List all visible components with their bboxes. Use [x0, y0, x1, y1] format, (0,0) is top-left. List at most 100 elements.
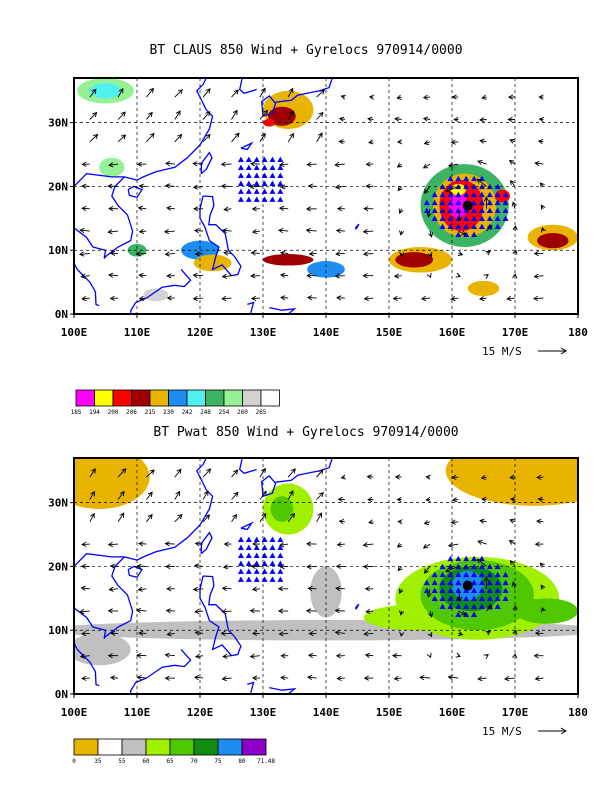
- gyre-marker: [269, 568, 276, 574]
- gyre-marker: [486, 587, 493, 594]
- colorbar-label: 265: [256, 409, 267, 416]
- gyre-marker: [423, 587, 430, 594]
- gyre-marker: [471, 191, 478, 198]
- gyre-marker: [463, 587, 470, 594]
- wind-vector: [110, 250, 119, 256]
- wind-vector: [306, 295, 317, 301]
- wind-vector: [306, 541, 317, 547]
- wind-vector: [509, 518, 516, 524]
- y-tick-label: 30N: [48, 497, 68, 510]
- gyre-marker: [447, 191, 454, 198]
- coastline-13: [247, 301, 255, 314]
- convective-peak: [263, 118, 276, 127]
- gyre-marker: [277, 180, 284, 186]
- wind-vector: [308, 251, 317, 257]
- vector-scale-arrow: [538, 347, 567, 355]
- wind-vector: [108, 586, 119, 592]
- wind-vector: [534, 630, 544, 636]
- gyre-marker: [486, 199, 493, 206]
- gyre-marker: [447, 579, 454, 586]
- coastline-12: [269, 686, 297, 694]
- dry-region-west: [74, 458, 150, 510]
- wind-vector: [485, 250, 492, 256]
- wind-vector: [479, 117, 487, 123]
- x-tick-label: 150E: [376, 326, 403, 339]
- wind-vector: [316, 512, 323, 523]
- colorbar-label: 185: [71, 409, 82, 416]
- colorbar-swatch: [112, 389, 132, 407]
- gyre-marker: [245, 172, 252, 178]
- wind-vector: [107, 229, 119, 235]
- gyre-marker: [455, 579, 462, 586]
- wind-vector: [533, 273, 544, 279]
- wind-vector: [231, 89, 239, 98]
- gyre-marker: [494, 207, 501, 214]
- gyre-marker: [277, 568, 284, 574]
- wind-vector: [483, 654, 489, 660]
- wind-vector: [305, 608, 317, 614]
- colorbar-swatch: [73, 738, 99, 756]
- chart-title: BT CLAUS 850 Wind + Gyrelocs 970914/0000: [149, 43, 462, 58]
- gyre-marker: [439, 223, 446, 229]
- gyre-marker: [269, 172, 276, 178]
- wind-vector: [193, 674, 204, 681]
- wind-vector: [117, 490, 125, 500]
- wind-vector: [477, 539, 487, 545]
- colorbar-label: 75: [214, 758, 222, 765]
- wind-vector: [366, 474, 374, 480]
- wind-vector: [166, 586, 175, 592]
- gyre-marker: [269, 188, 276, 194]
- gyre-marker: [486, 571, 493, 578]
- wind-vector: [221, 585, 232, 592]
- wind-vector: [457, 631, 464, 637]
- gyre-marker: [431, 215, 438, 222]
- wind-vector: [485, 630, 492, 636]
- wind-vector: [423, 186, 431, 194]
- dry-region-east: [445, 458, 578, 506]
- wind-vector: [220, 161, 232, 167]
- wind-vector: [231, 513, 238, 523]
- x-tick-label: 100E: [61, 326, 88, 339]
- wind-vector: [165, 608, 175, 614]
- cyclone-band: [494, 189, 510, 203]
- gyre-marker: [439, 207, 446, 214]
- y-tick-label: 10N: [48, 244, 68, 257]
- wind-vector: [334, 184, 345, 190]
- gyre-marker: [431, 199, 438, 206]
- wind-vector: [397, 185, 403, 192]
- wind-vector: [287, 87, 294, 98]
- colorbar-label: 206: [126, 409, 137, 416]
- gyre-marker: [253, 552, 260, 558]
- gyre-marker: [502, 207, 509, 214]
- x-tick-label: 180: [568, 706, 588, 719]
- gyre-marker: [494, 571, 501, 578]
- gyre-marker: [471, 563, 478, 570]
- gyre-marker: [478, 571, 485, 578]
- gyre-marker: [245, 164, 252, 170]
- gyre-marker: [253, 536, 260, 543]
- gyre-marker: [486, 191, 493, 198]
- gyre-marker: [486, 215, 493, 222]
- gyre-marker: [471, 611, 478, 617]
- wind-vector: [533, 250, 544, 257]
- wind-vector: [307, 674, 317, 681]
- wind-vector: [506, 295, 516, 302]
- wind-vector: [221, 676, 232, 682]
- coastline-10: [238, 458, 257, 475]
- gyre-marker: [478, 199, 485, 206]
- wind-vector: [164, 541, 175, 547]
- gyre-marker: [245, 544, 252, 550]
- wind-vector: [80, 585, 90, 591]
- gyre-marker: [502, 191, 509, 198]
- gyre-marker: [494, 579, 501, 586]
- coastline-14: [354, 223, 360, 230]
- wind-vector: [396, 139, 403, 145]
- gyre-marker: [447, 199, 454, 206]
- gyre-marker: [277, 156, 284, 163]
- gyre-marker: [245, 560, 252, 566]
- wind-vector: [277, 586, 289, 592]
- wind-vector: [447, 542, 459, 548]
- wind-vector: [252, 541, 260, 547]
- gyre-marker: [237, 576, 244, 582]
